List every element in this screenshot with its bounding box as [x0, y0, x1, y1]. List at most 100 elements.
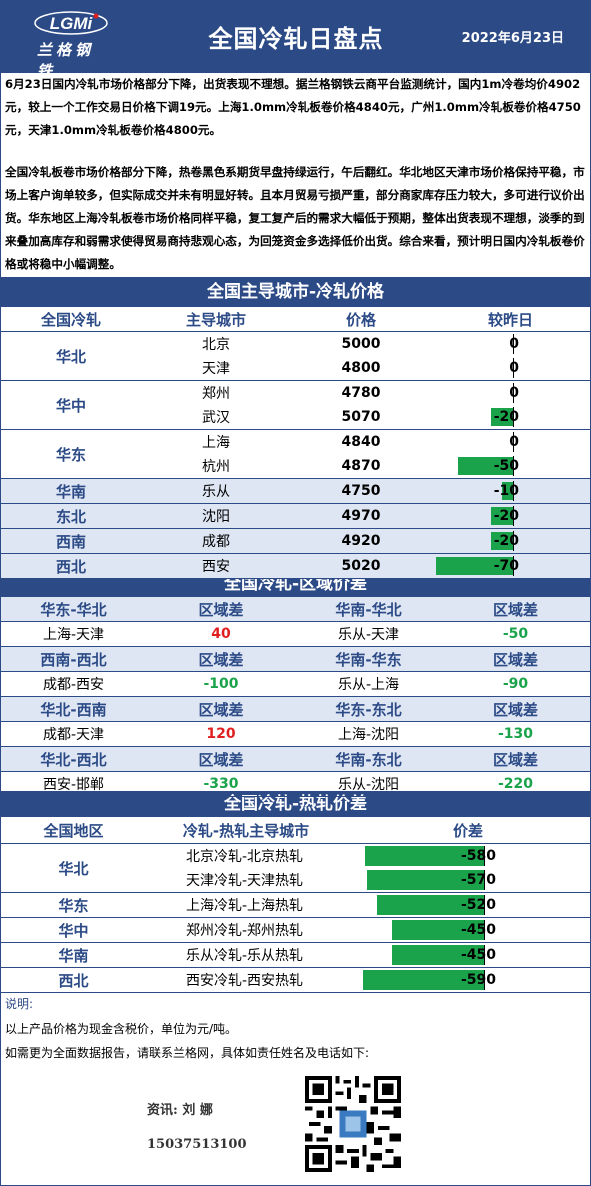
page-title: 全国冷轧日盘点 [208, 25, 384, 53]
spread-value-left: 40 [211, 626, 231, 642]
hot-spread-axis [484, 945, 485, 965]
spread-pair-left: 成都-西安 [42, 677, 105, 693]
hot-spread-header-cell: 全国地区 [43, 821, 104, 840]
notes-line-2: 如需更为全面数据报告，请联系兰格网，具体如责任姓名及电话如下: [5, 1046, 370, 1060]
hot-spread-header-cell: 冷轧-热轧主导城市 [182, 821, 310, 840]
spread-header-left: 华北-西北 [40, 750, 107, 769]
hot-spread-region: 华北 [58, 859, 89, 878]
spread-rule [1, 671, 590, 672]
price-value: 4780 [341, 385, 381, 401]
price-change-axis [513, 506, 514, 526]
price-region-label: 华北 [55, 347, 86, 366]
spread-header-left: 华北-西南 [40, 700, 107, 719]
price-value: 4840 [341, 434, 381, 450]
price-region-label: 华东 [55, 445, 86, 464]
price-change-bar [491, 408, 513, 426]
lgmi-logo: LGMi 兰格钢铁 [33, 11, 109, 80]
price-value: 4750 [341, 483, 381, 499]
hot-spread-bar [363, 970, 484, 990]
spread-header-right: 华南-东北 [335, 750, 402, 769]
price-change-axis [513, 383, 514, 403]
hot-spread-value: -570 [460, 872, 496, 888]
hot-spread-pair: 西安冷轧-西安热轧 [186, 973, 304, 989]
spread-rule [1, 621, 590, 622]
hot-spread-bar [391, 920, 484, 940]
price-change-axis [513, 334, 514, 354]
spread-pair-right: 乐从-沈阳 [337, 777, 400, 793]
spread-header-band [1, 647, 590, 671]
qr-code-icon [305, 1076, 401, 1172]
price-change-value: 0 [509, 385, 519, 401]
price-value: 5070 [341, 409, 381, 425]
hot-spread-axis [484, 920, 485, 940]
hot-spread-axis [484, 846, 485, 866]
spread-col-left: 区域差 [198, 650, 244, 669]
summary-paragraph-1: 6月23日国内冷轧市场价格部分下降，出货表现不理想。据兰格钢铁云商平台监测统计，… [5, 77, 581, 137]
price-section-title: 全国主导城市-冷轧价格 [1, 277, 590, 307]
hot-spread-bar [377, 895, 484, 915]
svg-text:LGMi: LGMi [50, 14, 94, 33]
price-group-rule [1, 528, 590, 529]
hot-spread-pair: 天津冷轧-天津热轧 [186, 873, 304, 889]
price-region-label: 西南 [55, 532, 86, 551]
hot-spread-group-rule [1, 942, 590, 943]
spread-header-right: 华南-华北 [335, 600, 402, 619]
spread-col-left: 区域差 [198, 750, 244, 769]
hot-spread-header-rule [1, 843, 590, 844]
price-group-rule [1, 429, 590, 430]
spread-pair-right: 乐从-天津 [337, 627, 400, 643]
hot-spread-region: 华中 [58, 921, 89, 940]
price-value: 5000 [341, 336, 381, 352]
spread-header-right: 华东-东北 [335, 700, 402, 719]
price-value: 4920 [341, 533, 381, 549]
price-city: 乐从 [202, 484, 230, 500]
spread-value-left: -100 [203, 676, 239, 692]
price-change-axis [513, 432, 514, 452]
spread-col-left: 区域差 [198, 700, 244, 719]
price-change-axis [513, 531, 514, 551]
price-change-value: 0 [509, 434, 519, 450]
spread-col-left: 区域差 [198, 600, 244, 619]
spread-block-rule [1, 746, 590, 747]
hot-spread-region: 华东 [58, 896, 89, 915]
price-change-axis [513, 481, 514, 501]
price-header-cell: 较昨日 [487, 310, 533, 329]
hot-spread-axis [484, 895, 485, 915]
contact-name: 资讯: 刘 娜 [147, 1103, 213, 1118]
notes-line-1: 以上产品价格为现金含税价，单位为元/吨。 [5, 1022, 238, 1036]
price-header-cell: 主导城市 [185, 310, 246, 329]
spread-header-band [1, 747, 590, 771]
spread-value-right: -130 [497, 726, 534, 742]
spread-block-rule [1, 646, 590, 647]
hot-spread-bar [367, 870, 484, 890]
price-value: 4800 [341, 360, 381, 376]
hot-spread-region: 西北 [58, 971, 89, 990]
spread-pair-right: 上海-沈阳 [337, 727, 400, 743]
price-value: 4970 [341, 508, 381, 524]
spread-col-right: 区域差 [492, 750, 538, 769]
report-date: 2022年6月23日 [461, 31, 564, 46]
spread-value-left: 120 [206, 726, 236, 742]
price-group-rule [1, 503, 590, 504]
lgmi-logo-mark: LGMi [34, 11, 108, 35]
price-city: 成都 [202, 534, 230, 550]
spread-block-rule [1, 796, 590, 797]
hot-spread-bar [365, 846, 484, 866]
spread-value-left: -330 [203, 776, 239, 792]
hot-spread-value: -580 [460, 848, 496, 864]
price-group-rule [1, 478, 590, 479]
spread-header-right: 华南-华东 [335, 650, 402, 669]
notes-title: 说明: [5, 997, 34, 1011]
spread-col-right: 区域差 [492, 700, 538, 719]
hot-spread-bar [391, 945, 484, 965]
hot-spread-pair: 上海冷轧-上海热轧 [186, 898, 304, 914]
hot-spread-group-rule [1, 967, 590, 968]
price-header-cell: 全国冷轧 [40, 310, 101, 329]
price-city: 武汉 [202, 410, 230, 426]
hot-spread-value: -590 [460, 972, 496, 988]
hot-spread-value: -450 [460, 947, 496, 963]
price-change-value: -50 [493, 458, 519, 474]
price-change-axis [513, 456, 514, 476]
spread-pair-left: 成都-天津 [42, 727, 105, 743]
hot-spread-group-rule [1, 992, 590, 993]
